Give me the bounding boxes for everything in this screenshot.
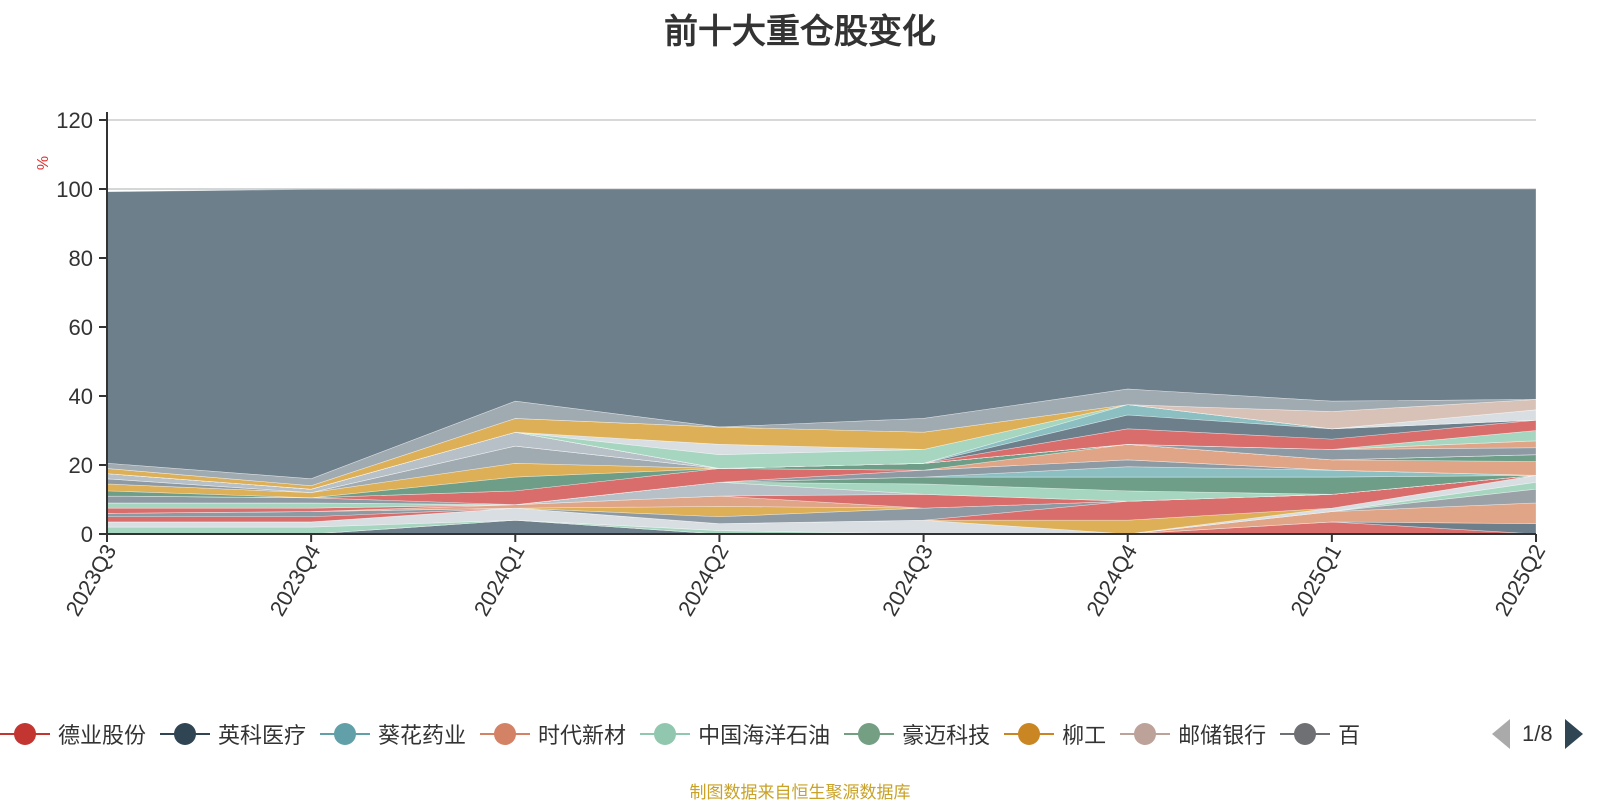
y-tick-label: 40 xyxy=(69,384,93,409)
x-tick-label: 2024Q2 xyxy=(673,540,734,620)
legend-item[interactable]: 中国海洋石油 xyxy=(640,716,830,752)
legend-item[interactable]: 时代新材 xyxy=(480,716,626,752)
legend-item[interactable]: 葵花药业 xyxy=(320,716,466,752)
legend-item[interactable]: 英科医疗 xyxy=(160,716,306,752)
legend-label: 豪迈科技 xyxy=(902,723,991,748)
stacked-area-chart: 0 20 40 60 80 100 120 2023Q3 2023Q4 2024Q1 2024Q2 2… xyxy=(35,108,1551,620)
y-tick-label: 120 xyxy=(56,108,93,133)
y-tick-label: 80 xyxy=(69,246,93,271)
x-tick-label: 2025Q1 xyxy=(1285,540,1346,620)
legend-marker-icon xyxy=(1004,722,1055,746)
x-tick-label: 2024Q1 xyxy=(469,540,530,620)
legend-label: 英科医疗 xyxy=(218,723,307,748)
legend-marker-icon xyxy=(320,722,371,746)
legend-marker-icon xyxy=(1280,722,1331,746)
legend-marker-icon xyxy=(640,722,691,746)
area-series xyxy=(106,188,1537,535)
x-tick-label: 2024Q4 xyxy=(1081,540,1142,620)
legend-label: 时代新材 xyxy=(538,723,627,748)
y-tick-label: 60 xyxy=(69,315,93,340)
area-band-33 xyxy=(106,388,1537,487)
legend-label: 邮储银行 xyxy=(1178,723,1267,748)
y-tick-label: 100 xyxy=(56,177,93,202)
legend-item[interactable]: 邮储银行 xyxy=(1120,716,1266,752)
y-tick-label: 0 xyxy=(81,522,93,547)
x-tick-label: 2025Q2 xyxy=(1490,540,1551,620)
legend-label: 中国海洋石油 xyxy=(698,723,831,748)
legend-marker-icon xyxy=(0,722,50,746)
x-tick-label: 2024Q3 xyxy=(877,540,938,620)
legend-marker-icon xyxy=(160,722,211,746)
legend-pager: 1/8 xyxy=(1492,714,1583,754)
legend-item[interactable]: 柳工 xyxy=(1004,716,1106,752)
legend-label: 德业股份 xyxy=(58,723,147,748)
legend-label: 百 xyxy=(1338,723,1361,748)
legend-item[interactable]: 豪迈科技 xyxy=(844,716,990,752)
legend: 德业股份 英科医疗 葵花药业 时代新材 中国海洋石油 豪迈科技 柳工 邮储银行 百 xyxy=(0,716,1490,752)
legend-item[interactable]: 德业股份 xyxy=(0,716,146,752)
source-note: 制图数据来自恒生聚源数据库 xyxy=(689,783,911,802)
y-tick-label: 20 xyxy=(69,453,93,478)
legend-label: 柳工 xyxy=(1062,723,1107,748)
pager-next-arrow-icon[interactable] xyxy=(1564,719,1583,749)
chart-title: 前十大重仓股变化 xyxy=(664,13,936,51)
pager-page-indicator: 1/8 xyxy=(1522,721,1553,746)
pager-prev-arrow-icon[interactable] xyxy=(1492,719,1510,749)
legend-label: 葵花药业 xyxy=(378,723,467,748)
x-tick-label: 2023Q4 xyxy=(265,540,326,620)
legend-marker-icon xyxy=(1120,722,1171,746)
legend-item[interactable]: 百 xyxy=(1280,716,1360,752)
legend-marker-icon xyxy=(480,722,531,746)
x-tick-label: 2023Q3 xyxy=(61,540,122,620)
y-axis-unit: % xyxy=(35,156,52,170)
legend-marker-icon xyxy=(844,722,895,746)
